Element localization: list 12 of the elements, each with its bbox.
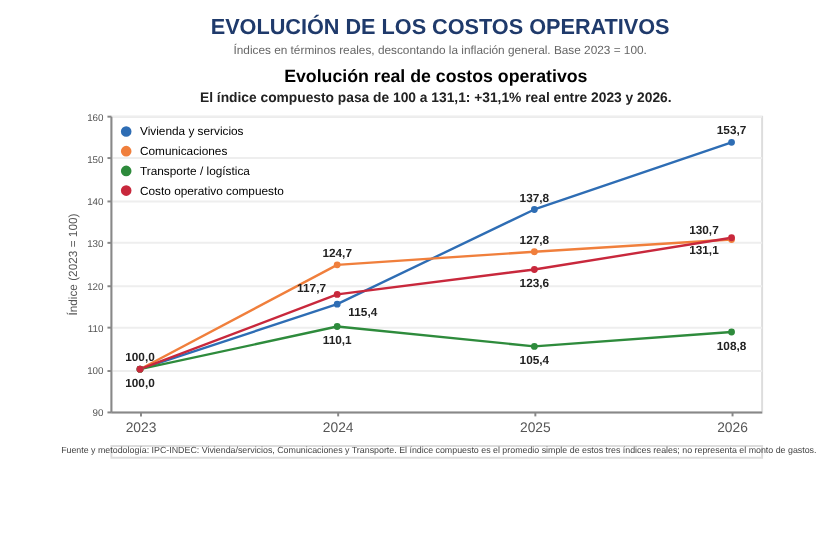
text: Evolución real de costos operativos <box>284 66 588 87</box>
point <box>333 300 341 308</box>
point <box>728 328 735 336</box>
point <box>530 248 538 256</box>
point <box>333 323 341 330</box>
point <box>530 342 538 350</box>
point <box>333 261 341 269</box>
point <box>728 138 735 146</box>
point <box>333 291 341 298</box>
point <box>530 206 538 213</box>
chart-title: EVOLUCIÓN DE LOS COSTOS OPERATIVOS <box>210 13 670 40</box>
point <box>530 266 538 273</box>
